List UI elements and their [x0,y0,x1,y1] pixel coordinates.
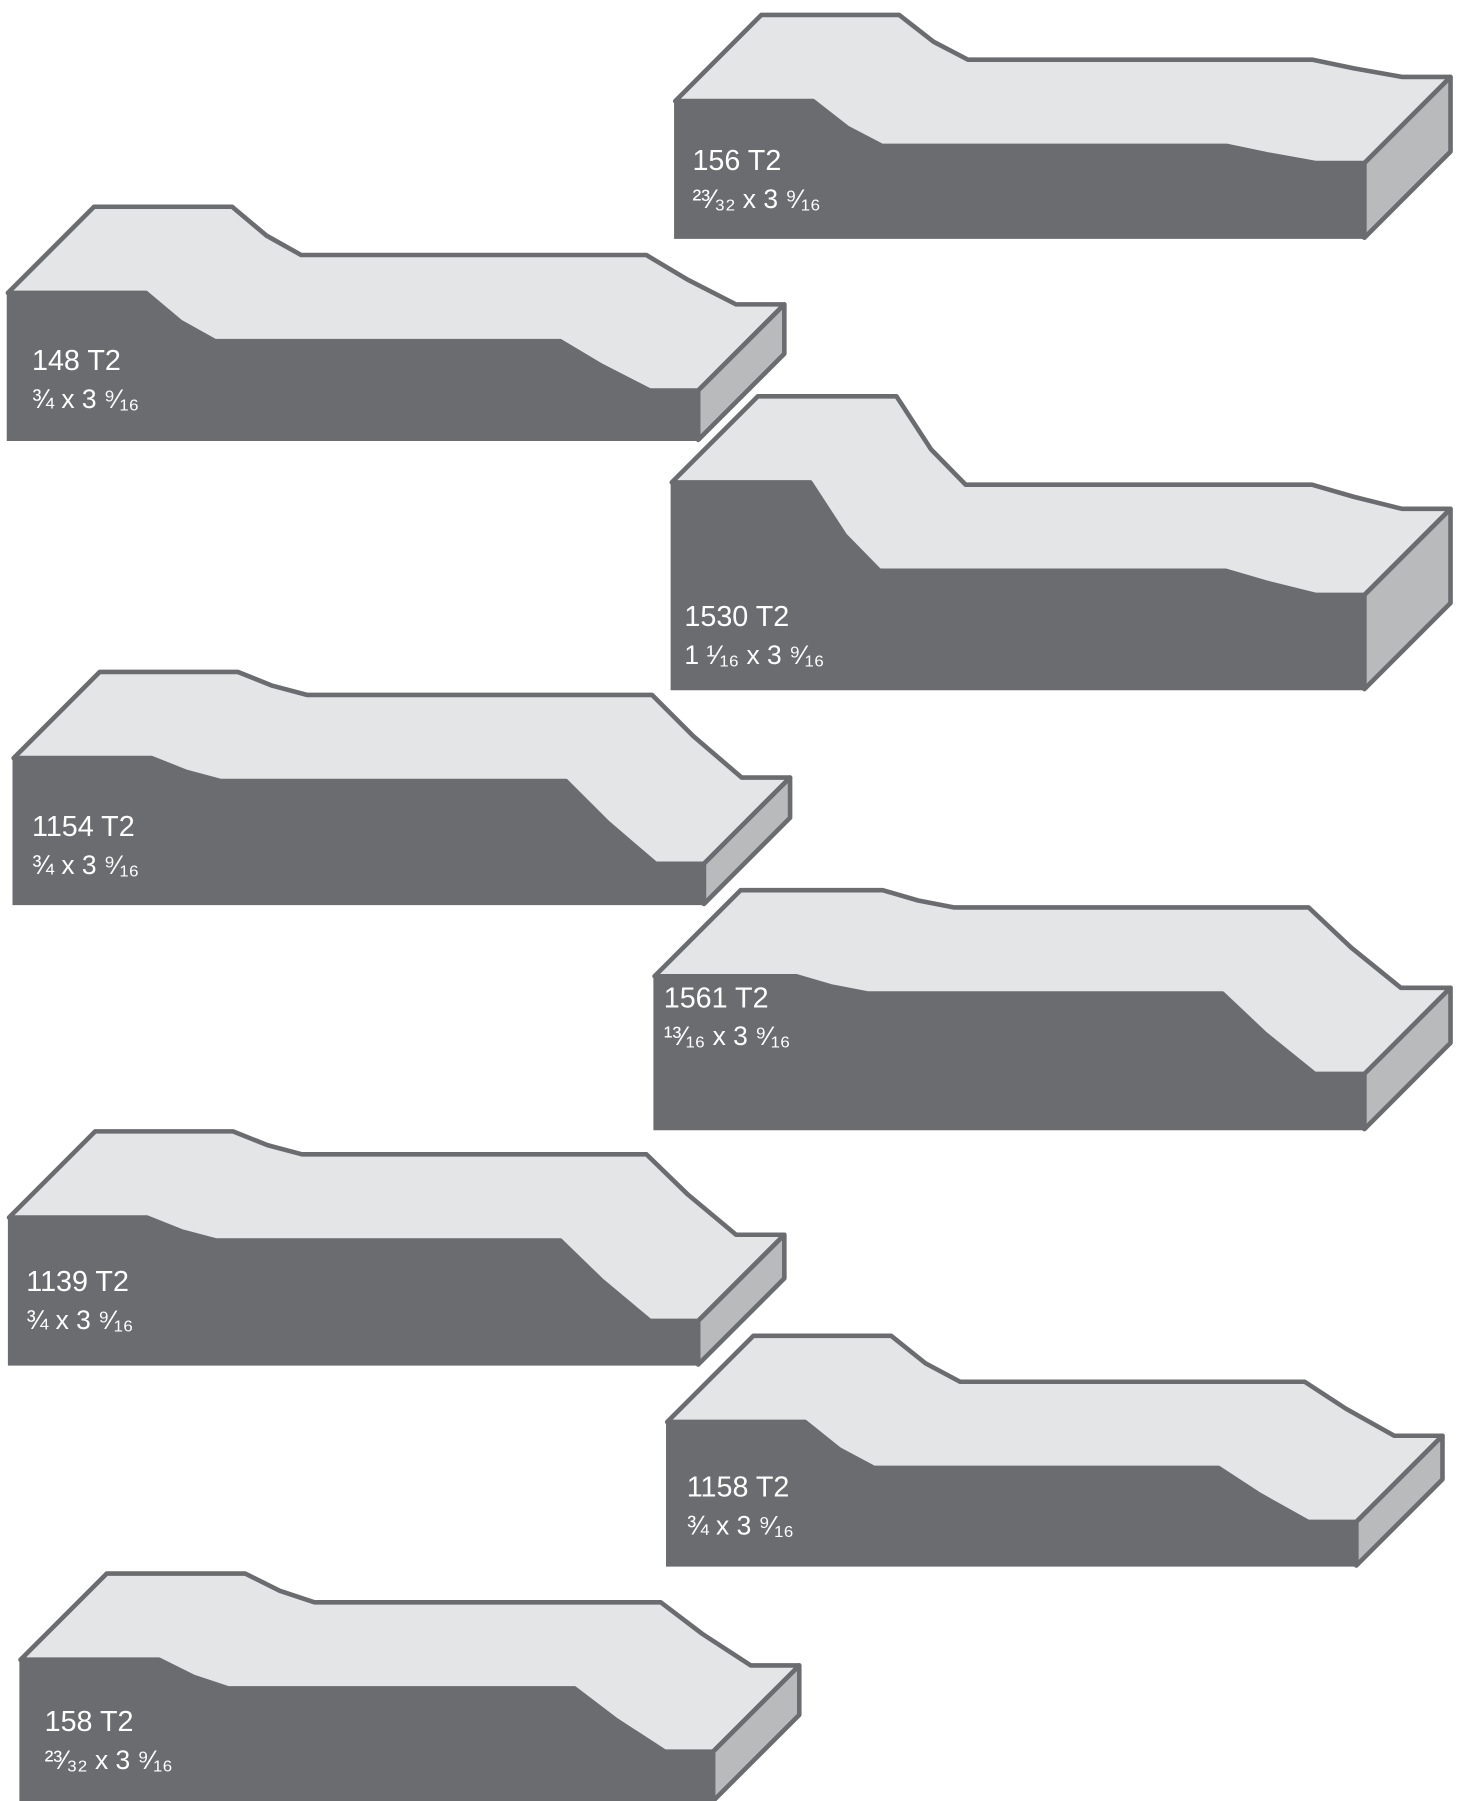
profile-size: 1 ¹⁄₁₆ x 3 ⁹⁄₁₆ [684,640,824,670]
profile-size: ²³⁄₃₂ x 3 ⁹⁄₁₆ [45,1745,173,1775]
front-face [674,99,1366,239]
profile-name: 1154 T2 [32,811,135,843]
profile-name: 1139 T2 [26,1266,129,1298]
profile: 1154 T2 ¾ x 3 ⁹⁄₁₆ [11,669,793,907]
front-face [666,1420,1358,1567]
profile-name: 1561 T2 [664,982,769,1014]
profile-name: 1530 T2 [684,601,789,633]
profile: 1530 T2 1 ¹⁄₁₆ x 3 ⁹⁄₁₆ [669,393,1453,692]
front-face [12,756,706,906]
profile: 1139 T2 ¾ x 3 ⁹⁄₁₆ [6,1129,787,1367]
profile-size: ¾ x 3 ⁹⁄₁₆ [32,850,139,880]
profile: 1561 T2 ¹³⁄₁₆ x 3 ⁹⁄₁₆ [652,887,1453,1132]
front-face [670,481,1366,691]
profile: 156 T2 ²³⁄₃₂ x 3 ⁹⁄₁₆ [672,12,1453,241]
front-face [653,975,1366,1131]
profile-name: 148 T2 [32,345,121,377]
profile-size: ¹³⁄₁₆ x 3 ⁹⁄₁₆ [664,1021,791,1051]
front-face [7,1216,700,1366]
profile-size: ¾ x 3 ⁹⁄₁₆ [26,1305,133,1335]
front-face [6,291,700,442]
profile: 148 T2 ¾ x 3 ⁹⁄₁₆ [5,204,787,443]
profile-name: 156 T2 [692,145,781,177]
profile-size: ²³⁄₃₂ x 3 ⁹⁄₁₆ [692,184,820,214]
profile: 158 T2 ²³⁄₃₂ x 3 ⁹⁄₁₆ [18,1571,802,1801]
profile: 1158 T2 ¾ x 3 ⁹⁄₁₆ [664,1333,1445,1568]
front-face [19,1658,715,1801]
profile-name: 1158 T2 [687,1472,790,1504]
profile-size: ¾ x 3 ⁹⁄₁₆ [32,384,139,414]
profile-name: 158 T2 [45,1706,134,1738]
profile-size: ¾ x 3 ⁹⁄₁₆ [687,1511,794,1541]
